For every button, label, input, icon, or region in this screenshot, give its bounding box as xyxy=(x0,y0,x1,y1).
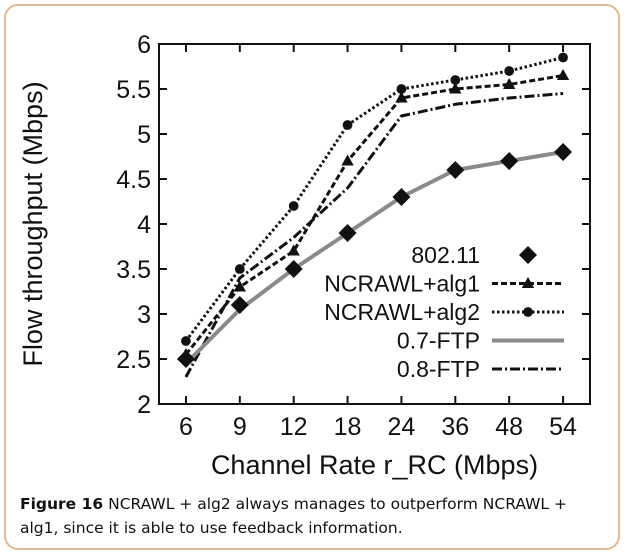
data-point-2-1 xyxy=(234,264,245,274)
legend-label-3: 0.7-FTP xyxy=(397,328,480,354)
data-point-0-3 xyxy=(338,224,357,242)
data-point-0-1 xyxy=(230,296,249,314)
data-point-1-3 xyxy=(341,154,354,166)
x-tick-label-6: 48 xyxy=(495,413,523,441)
legend-label-2: NCRAWL+alg2 xyxy=(324,299,480,325)
data-point-1-7 xyxy=(556,69,570,81)
x-axis-title: Channel Rate r_RC (Mbps) xyxy=(211,450,538,480)
x-tick-label-2: 12 xyxy=(280,413,308,441)
series-line-4 xyxy=(184,92,564,378)
y-tick-label-8: 6 xyxy=(137,31,151,59)
legend-label-4: 0.8-FTP xyxy=(397,356,480,382)
x-tick-label-5: 36 xyxy=(441,413,469,441)
data-point-0-7 xyxy=(554,143,573,161)
data-point-2-5 xyxy=(450,75,461,85)
y-tick-label-0: 2 xyxy=(137,391,151,419)
y-tick-label-7: 5.5 xyxy=(116,76,151,104)
data-point-1-2 xyxy=(287,244,300,256)
caption-label: Figure 16 xyxy=(20,495,104,513)
data-point-1-0 xyxy=(179,348,193,360)
caption-text: NCRAWL + alg2 always manages to outperfo… xyxy=(20,495,567,537)
legend-marker-2 xyxy=(523,307,533,317)
y-tick-label-6: 5 xyxy=(137,121,151,149)
data-point-2-7 xyxy=(558,52,568,63)
x-tick-label-1: 9 xyxy=(233,413,247,441)
data-point-1-1 xyxy=(233,280,246,292)
data-point-2-2 xyxy=(288,201,299,211)
y-tick-label-4: 4 xyxy=(137,211,151,239)
y-tick-label-5: 4.5 xyxy=(116,166,151,194)
y-tick-label-2: 3 xyxy=(137,301,151,329)
figure-frame xyxy=(4,4,620,550)
data-point-1-4 xyxy=(395,91,408,103)
x-tick-label-0: 6 xyxy=(179,413,193,441)
x-tick-label-4: 24 xyxy=(388,413,416,441)
legend-marker-1 xyxy=(521,277,535,289)
legend-label-1: NCRAWL+alg1 xyxy=(324,271,480,297)
legend-marker-0 xyxy=(519,246,537,264)
figure-caption: Figure 16 NCRAWL + alg2 always manages t… xyxy=(20,492,610,540)
x-tick-label-7: 54 xyxy=(549,413,577,441)
series-line-2 xyxy=(184,56,564,342)
series-line-1 xyxy=(184,74,564,356)
series-line-3 xyxy=(184,150,564,365)
y-tick-label-3: 3.5 xyxy=(116,256,151,284)
data-point-0-6 xyxy=(500,152,519,170)
data-point-1-6 xyxy=(503,78,516,90)
data-point-2-4 xyxy=(396,84,407,94)
data-point-2-3 xyxy=(342,120,353,130)
data-point-0-4 xyxy=(392,188,411,206)
data-point-0-2 xyxy=(284,260,303,278)
data-point-2-0 xyxy=(181,336,191,346)
data-point-1-5 xyxy=(449,82,462,94)
legend-label-0: 802.11 xyxy=(411,242,480,268)
data-point-0-5 xyxy=(446,161,465,179)
y-axis-title: Flow throughput (Mbps) xyxy=(18,81,48,366)
x-tick-label-3: 18 xyxy=(334,413,362,441)
line-chart: 2 2.5 3 3.5 4 4.5 5 5.5 6 6 9 12 18 24 36 48 54 Channel R… xyxy=(18,31,591,480)
y-tick-label-1: 2.5 xyxy=(116,346,151,374)
data-point-2-6 xyxy=(504,66,515,76)
